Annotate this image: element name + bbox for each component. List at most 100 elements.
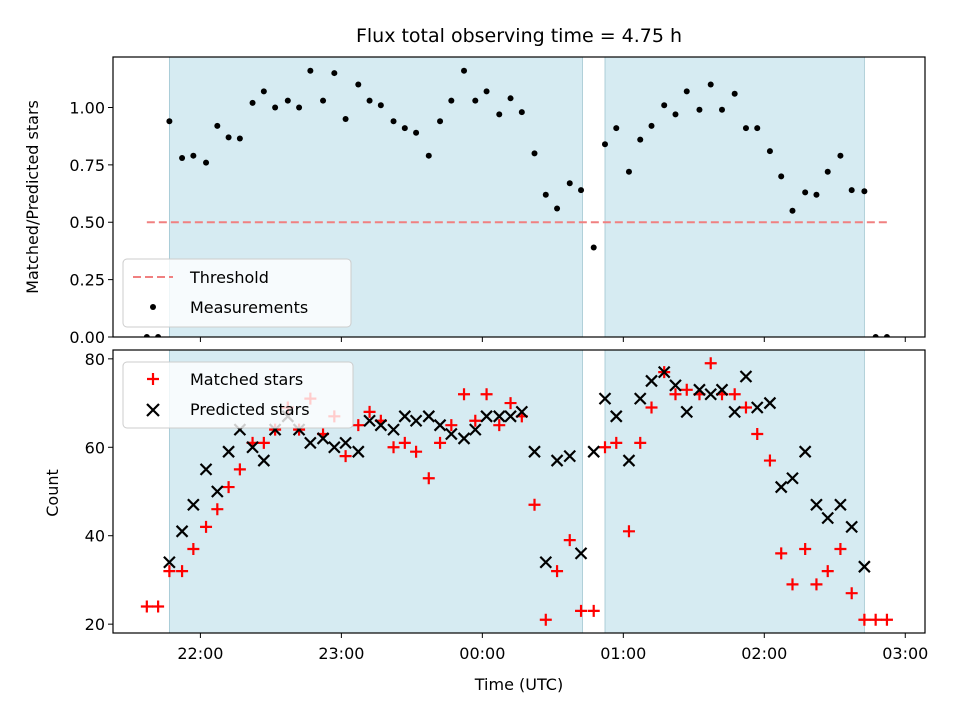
predicted-star-point bbox=[352, 445, 365, 458]
matched-star-point bbox=[869, 613, 882, 626]
matched-star-point bbox=[363, 405, 376, 418]
measurement-point bbox=[461, 67, 468, 74]
measurement-point bbox=[837, 152, 844, 159]
ratio-panel: 0.00 0.25 0.50 0.75 1.00 Threshold Measurement… bbox=[69, 56, 926, 347]
predicted-star-point bbox=[469, 423, 482, 436]
matched-star-point bbox=[504, 397, 517, 410]
predicted-star-point bbox=[763, 396, 777, 410]
matched-star-point bbox=[187, 542, 200, 555]
measurement-point bbox=[320, 97, 327, 104]
matched-star-point bbox=[152, 600, 165, 613]
chart-title: Flux total observing time = 4.75 h bbox=[356, 25, 682, 47]
measurement-point bbox=[236, 135, 243, 142]
x-tick-label: 23:00 bbox=[318, 644, 364, 663]
measurement-point bbox=[872, 334, 879, 337]
measurement-point bbox=[554, 205, 561, 212]
predicted-star-point bbox=[622, 454, 636, 467]
matched-star-point bbox=[834, 542, 847, 555]
predicted-star-point bbox=[680, 405, 694, 419]
matched-star-point bbox=[799, 542, 812, 555]
measurement-point bbox=[742, 125, 749, 132]
measurement-point bbox=[425, 152, 432, 159]
predicted-star-point bbox=[211, 485, 224, 498]
matched-star-point bbox=[845, 587, 858, 600]
predicted-star-point bbox=[409, 414, 423, 428]
x-axis-label: Time (UTC) bbox=[474, 675, 563, 694]
predicted-star-point bbox=[563, 449, 577, 463]
matched-star-point bbox=[880, 613, 893, 626]
measurement-point bbox=[483, 88, 490, 95]
measurement-point bbox=[507, 95, 514, 102]
matched-star-point bbox=[598, 441, 611, 454]
x-tick-label: 02:00 bbox=[741, 644, 787, 663]
measurement-point bbox=[683, 88, 690, 95]
measurement-point bbox=[789, 207, 796, 214]
predicted-star-point bbox=[715, 383, 729, 397]
measurement-point bbox=[179, 154, 186, 161]
measurement-point bbox=[661, 102, 668, 109]
axes-frame bbox=[112, 349, 926, 634]
matched-star-point bbox=[622, 525, 635, 538]
matched-star-point bbox=[410, 445, 423, 458]
predicted-star-point bbox=[845, 520, 858, 534]
matched-star-point bbox=[763, 454, 776, 467]
count-panel: 20 40 60 80 22:00 23:00 00:00 01:00 02:00 03:00 Ma… bbox=[85, 349, 928, 663]
measurement-point bbox=[437, 118, 444, 125]
predicted-star-point bbox=[550, 454, 564, 467]
matched-star-point bbox=[858, 613, 871, 626]
measurement-point bbox=[625, 168, 632, 175]
legend-matched-swatch bbox=[147, 373, 159, 385]
matched-star-point bbox=[352, 419, 365, 432]
measurement-point bbox=[377, 102, 384, 109]
matched-star-point bbox=[445, 419, 458, 432]
predicted-star-point bbox=[304, 436, 317, 450]
matched-star-point bbox=[222, 481, 235, 494]
measurement-point bbox=[190, 152, 197, 159]
matched-star-point bbox=[539, 613, 552, 626]
predicted-star-point bbox=[316, 432, 330, 445]
y-tick-label: 1.00 bbox=[69, 98, 105, 117]
predicted-star-point bbox=[480, 410, 493, 423]
predicted-star-point bbox=[363, 414, 376, 428]
matched-star-point bbox=[398, 436, 411, 449]
predicted-star-point bbox=[539, 555, 553, 569]
measurement-point bbox=[296, 104, 303, 111]
matched-star-point bbox=[610, 436, 623, 449]
matched-star-point bbox=[645, 401, 658, 414]
matched-star-point bbox=[751, 428, 764, 441]
predicted-star-point bbox=[750, 401, 764, 414]
legend-predicted-swatch bbox=[146, 403, 160, 417]
predicted-star-point bbox=[693, 383, 706, 397]
x-tick-label: 03:00 bbox=[882, 644, 928, 663]
matched-star-point bbox=[211, 503, 224, 516]
y-tick-label: 0.75 bbox=[69, 156, 105, 175]
measurement-point bbox=[613, 125, 620, 132]
predicted-star-point bbox=[422, 410, 436, 423]
predicted-star-point bbox=[739, 370, 753, 383]
predicted-star-point bbox=[163, 555, 176, 569]
matched-star-point bbox=[669, 388, 682, 401]
predicted-star-point bbox=[774, 480, 788, 494]
predicted-star-point bbox=[633, 392, 647, 405]
predicted-star-point bbox=[645, 374, 658, 388]
measurement-point bbox=[848, 187, 855, 194]
matched-star-point bbox=[140, 600, 153, 613]
y-tick-label: 0.25 bbox=[69, 271, 105, 290]
predicted-star-point bbox=[574, 547, 588, 560]
matched-star-point bbox=[528, 498, 541, 511]
measurement-point bbox=[166, 118, 173, 125]
measurement-point bbox=[824, 168, 831, 175]
measurement-point bbox=[778, 173, 785, 180]
matched-star-point bbox=[200, 520, 213, 533]
predicted-star-point bbox=[175, 525, 189, 538]
measurement-point bbox=[766, 148, 773, 155]
matched-star-point bbox=[493, 419, 506, 432]
predicted-star-point bbox=[810, 498, 823, 512]
predicted-star-point bbox=[199, 463, 213, 476]
measurement-point bbox=[672, 111, 679, 118]
predicted-star-point bbox=[222, 445, 235, 458]
predicted-star-point bbox=[728, 405, 741, 419]
matched-star-point bbox=[163, 565, 176, 578]
predicted-star-point bbox=[657, 365, 671, 379]
predicted-star-point bbox=[669, 379, 682, 392]
